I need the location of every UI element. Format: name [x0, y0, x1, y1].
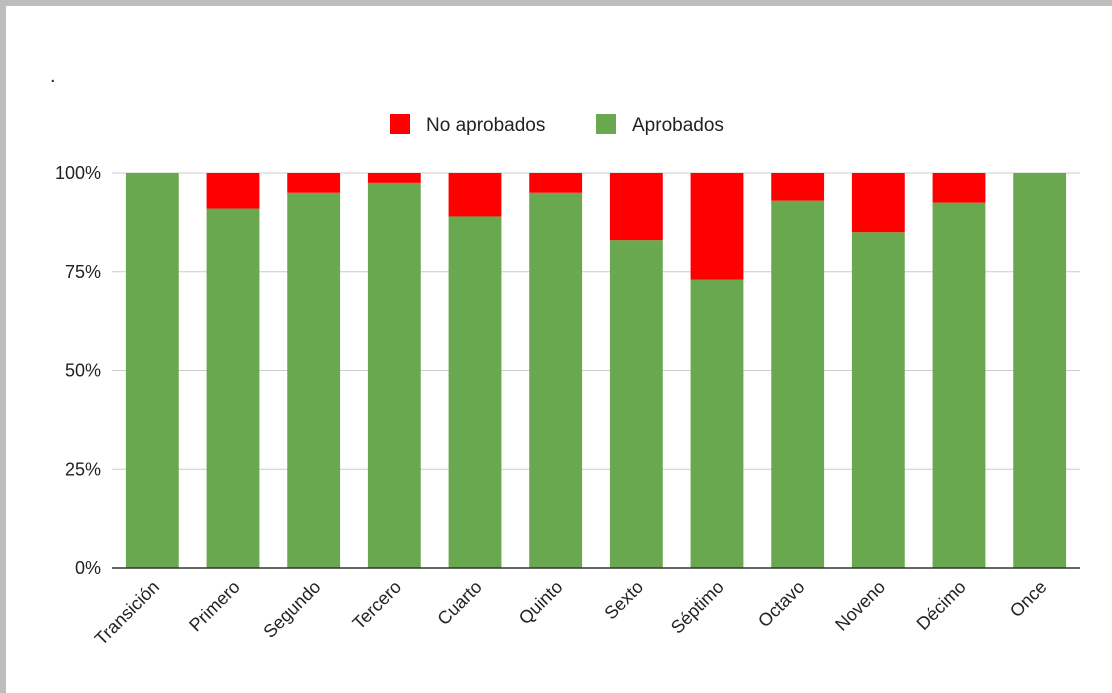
chart-grid	[112, 172, 1080, 470]
bar-no-aprobados	[771, 173, 825, 201]
bar-aprobados	[206, 208, 260, 569]
bar-aprobados	[932, 202, 986, 568]
bar-aprobados	[125, 173, 179, 568]
bar-no-aprobados	[851, 173, 905, 233]
bar-aprobados	[851, 232, 905, 568]
bar-no-aprobados	[529, 173, 583, 193]
bar-aprobados	[367, 182, 421, 568]
x-tick-label: Octavo	[754, 577, 808, 631]
bar-no-aprobados	[367, 173, 421, 183]
x-tick-label: Cuarto	[433, 577, 485, 629]
x-tick-label: Séptimo	[667, 577, 728, 638]
bar-aprobados	[529, 192, 583, 568]
bar-no-aprobados	[287, 173, 341, 193]
x-tick-label: Segundo	[259, 577, 324, 642]
y-tick-label: 0%	[75, 558, 101, 578]
x-tick-label: Sexto	[600, 577, 647, 624]
frame-left-border	[0, 0, 6, 693]
x-tick-label: Once	[1006, 577, 1051, 622]
bar-no-aprobados	[932, 173, 986, 203]
bar-aprobados	[690, 279, 744, 568]
bar-aprobados	[1013, 173, 1067, 568]
bar-aprobados	[287, 192, 341, 568]
chart-title: .	[50, 65, 56, 87]
bar-aprobados	[609, 240, 663, 568]
y-tick-label: 75%	[65, 262, 101, 282]
bar-no-aprobados	[448, 173, 502, 217]
bar-no-aprobados	[609, 173, 663, 241]
x-tick-label: Décimo	[913, 577, 970, 634]
legend-swatch	[596, 114, 616, 134]
frame-top-border	[0, 0, 1112, 6]
x-tick-label: Noveno	[831, 577, 889, 635]
y-tick-label: 25%	[65, 459, 101, 479]
x-tick-label: Tercero	[349, 577, 406, 634]
legend-label: No aprobados	[426, 115, 545, 136]
bar-no-aprobados	[690, 173, 744, 280]
bar-aprobados	[771, 200, 825, 568]
bar-no-aprobados	[206, 173, 260, 209]
chart-legend: No aprobados Aprobados	[390, 114, 724, 136]
x-tick-label: Primero	[185, 577, 244, 636]
y-axis-ticks: 0% 25% 50% 75% 100%	[55, 163, 101, 578]
legend-item-1: Aprobados	[596, 114, 724, 136]
legend-item-0: No aprobados	[390, 114, 545, 136]
x-tick-label: Quinto	[515, 577, 567, 629]
legend-swatch	[390, 114, 410, 134]
x-axis-labels: Transición Primero Segundo Tercero Cuarto Qui…	[91, 577, 1051, 649]
chart-bars	[125, 173, 1067, 569]
x-tick-label: Transición	[91, 577, 163, 649]
y-tick-label: 50%	[65, 361, 101, 381]
bar-aprobados	[448, 216, 502, 568]
y-tick-label: 100%	[55, 163, 101, 183]
legend-label: Aprobados	[632, 115, 724, 136]
